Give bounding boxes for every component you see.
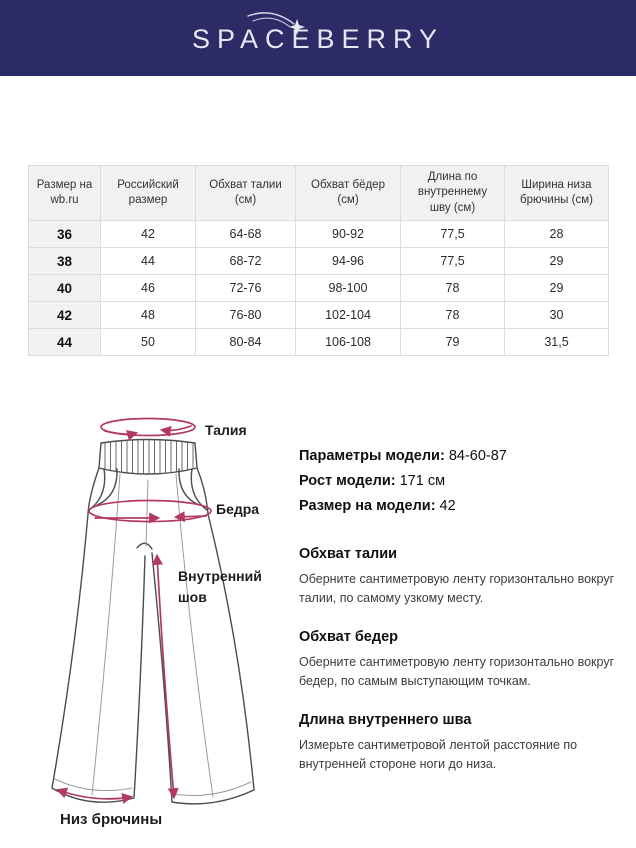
size-table-body: 36 42 64-68 90-92 77,5 28 38 44 68-72 94-96 77,5 29… bbox=[28, 220, 609, 356]
value-cell: 29 bbox=[504, 274, 609, 302]
value-cell: 78 bbox=[400, 274, 505, 302]
table-header-cell: Обхват талии (см) bbox=[195, 165, 296, 221]
shooting-star-icon bbox=[247, 12, 305, 35]
model-params-label: Параметры модели: bbox=[299, 448, 445, 464]
guide-section-hips: Обхват бедер Оберните сантиметровую лент… bbox=[299, 629, 625, 691]
value-cell: 44 bbox=[100, 247, 196, 275]
leg-bottom-label: Низ брючины bbox=[60, 811, 163, 828]
size-cell: 38 bbox=[28, 247, 101, 275]
value-cell: 31,5 bbox=[504, 328, 609, 356]
value-cell: 30 bbox=[504, 301, 609, 329]
model-height-value: 171 см bbox=[399, 473, 446, 489]
value-cell: 80-84 bbox=[195, 328, 296, 356]
table-row: 42 48 76-80 102-104 78 30 bbox=[28, 301, 609, 329]
table-header-cell: Российский размер bbox=[100, 165, 196, 221]
value-cell: 102-104 bbox=[295, 301, 401, 329]
inner-seam-label: Внутренний шов bbox=[178, 568, 262, 605]
guide-text: Измерьте сантиметровой лентой расстояние… bbox=[299, 738, 578, 771]
pants-diagram-illustration bbox=[51, 417, 255, 805]
model-size-label: Размер на модели: bbox=[299, 498, 436, 514]
size-cell: 42 bbox=[28, 301, 101, 329]
brand-logo: SPACEBERRY bbox=[191, 24, 445, 54]
value-cell: 78 bbox=[400, 301, 505, 329]
value-cell: 79 bbox=[400, 328, 505, 356]
size-cell: 40 bbox=[28, 274, 101, 302]
value-cell: 98-100 bbox=[295, 274, 401, 302]
value-cell: 68-72 bbox=[195, 247, 296, 275]
model-params-line: Параметры модели: 84-60-87 bbox=[299, 444, 625, 469]
size-table-wrap: Размер на wb.ru Российский размер Обхват т… bbox=[28, 165, 609, 356]
value-cell: 72-76 bbox=[195, 274, 296, 302]
value-cell: 76-80 bbox=[195, 301, 296, 329]
table-header-cell: Длина по внутреннему шву (см) bbox=[400, 165, 505, 221]
size-cell: 36 bbox=[28, 220, 101, 248]
value-cell: 50 bbox=[100, 328, 196, 356]
table-row: 40 46 72-76 98-100 78 29 bbox=[28, 274, 609, 302]
value-cell: 28 bbox=[504, 220, 609, 248]
size-cell: 44 bbox=[28, 328, 101, 356]
guide-section-inner-seam: Длина внутреннего шва Измерьте сантиметр… bbox=[299, 712, 625, 774]
table-header-cell: Обхват бёдер (см) bbox=[295, 165, 401, 221]
waist-label: Талия bbox=[205, 422, 247, 438]
value-cell: 77,5 bbox=[400, 247, 505, 275]
brand-header: SPACEBERRY bbox=[0, 0, 636, 76]
value-cell: 48 bbox=[100, 301, 196, 329]
table-header-cell: Ширина низа брючины (см) bbox=[504, 165, 609, 221]
guide-title: Обхват бедер bbox=[299, 629, 399, 645]
table-row: 36 42 64-68 90-92 77,5 28 bbox=[28, 220, 609, 248]
size-table-header-row: Размер на wb.ru Российский размер Обхват т… bbox=[28, 165, 609, 221]
size-table: Размер на wb.ru Российский размер Обхват т… bbox=[28, 165, 609, 356]
guide-text: Оберните сантиметровую ленту горизонталь… bbox=[299, 572, 615, 605]
table-header-cell: Размер на wb.ru bbox=[28, 165, 101, 221]
value-cell: 64-68 bbox=[195, 220, 296, 248]
value-cell: 29 bbox=[504, 247, 609, 275]
info-column: Параметры модели: 84-60-87 Рост модели: 17… bbox=[299, 444, 625, 795]
table-row: 44 50 80-84 106-108 79 31,5 bbox=[28, 328, 609, 356]
value-cell: 90-92 bbox=[295, 220, 401, 248]
table-row: 38 44 68-72 94-96 77,5 29 bbox=[28, 247, 609, 275]
model-height-line: Рост модели: 171 см bbox=[299, 469, 625, 494]
guide-title: Обхват талии bbox=[299, 546, 398, 562]
value-cell: 94-96 bbox=[295, 247, 401, 275]
guide-title: Длина внутреннего шва bbox=[299, 712, 472, 728]
model-info: Параметры модели: 84-60-87 Рост модели: 17… bbox=[299, 444, 625, 519]
value-cell: 46 bbox=[100, 274, 196, 302]
hips-label: Бедра bbox=[216, 501, 260, 517]
model-params-value: 84-60-87 bbox=[448, 448, 507, 464]
model-size-value: 42 bbox=[439, 498, 456, 514]
value-cell: 77,5 bbox=[400, 220, 505, 248]
value-cell: 106-108 bbox=[295, 328, 401, 356]
guide-text: Оберните сантиметровую ленту горизонталь… bbox=[299, 655, 615, 688]
guide-section-waist: Обхват талии Оберните сантиметровую лент… bbox=[299, 546, 625, 608]
model-height-label: Рост модели: bbox=[299, 473, 396, 489]
model-size-line: Размер на модели: 42 bbox=[299, 494, 625, 519]
value-cell: 42 bbox=[100, 220, 196, 248]
